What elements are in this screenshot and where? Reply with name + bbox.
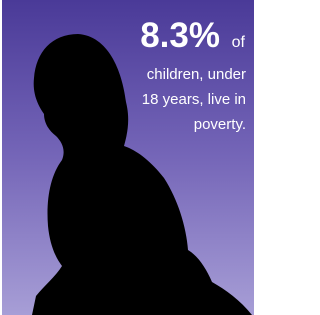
stat-line: poverty. <box>194 116 246 133</box>
illustration: 8.3% of children, under 18 years, live i… <box>0 0 256 315</box>
stat-line: children, under <box>147 66 246 83</box>
stat-figure: 8.3% <box>140 16 220 55</box>
stat-line: 18 years, live in <box>142 91 246 108</box>
stat-suffix: of <box>232 34 246 51</box>
poverty-tile: 8.3% of children, under 18 years, live i… <box>0 0 256 315</box>
